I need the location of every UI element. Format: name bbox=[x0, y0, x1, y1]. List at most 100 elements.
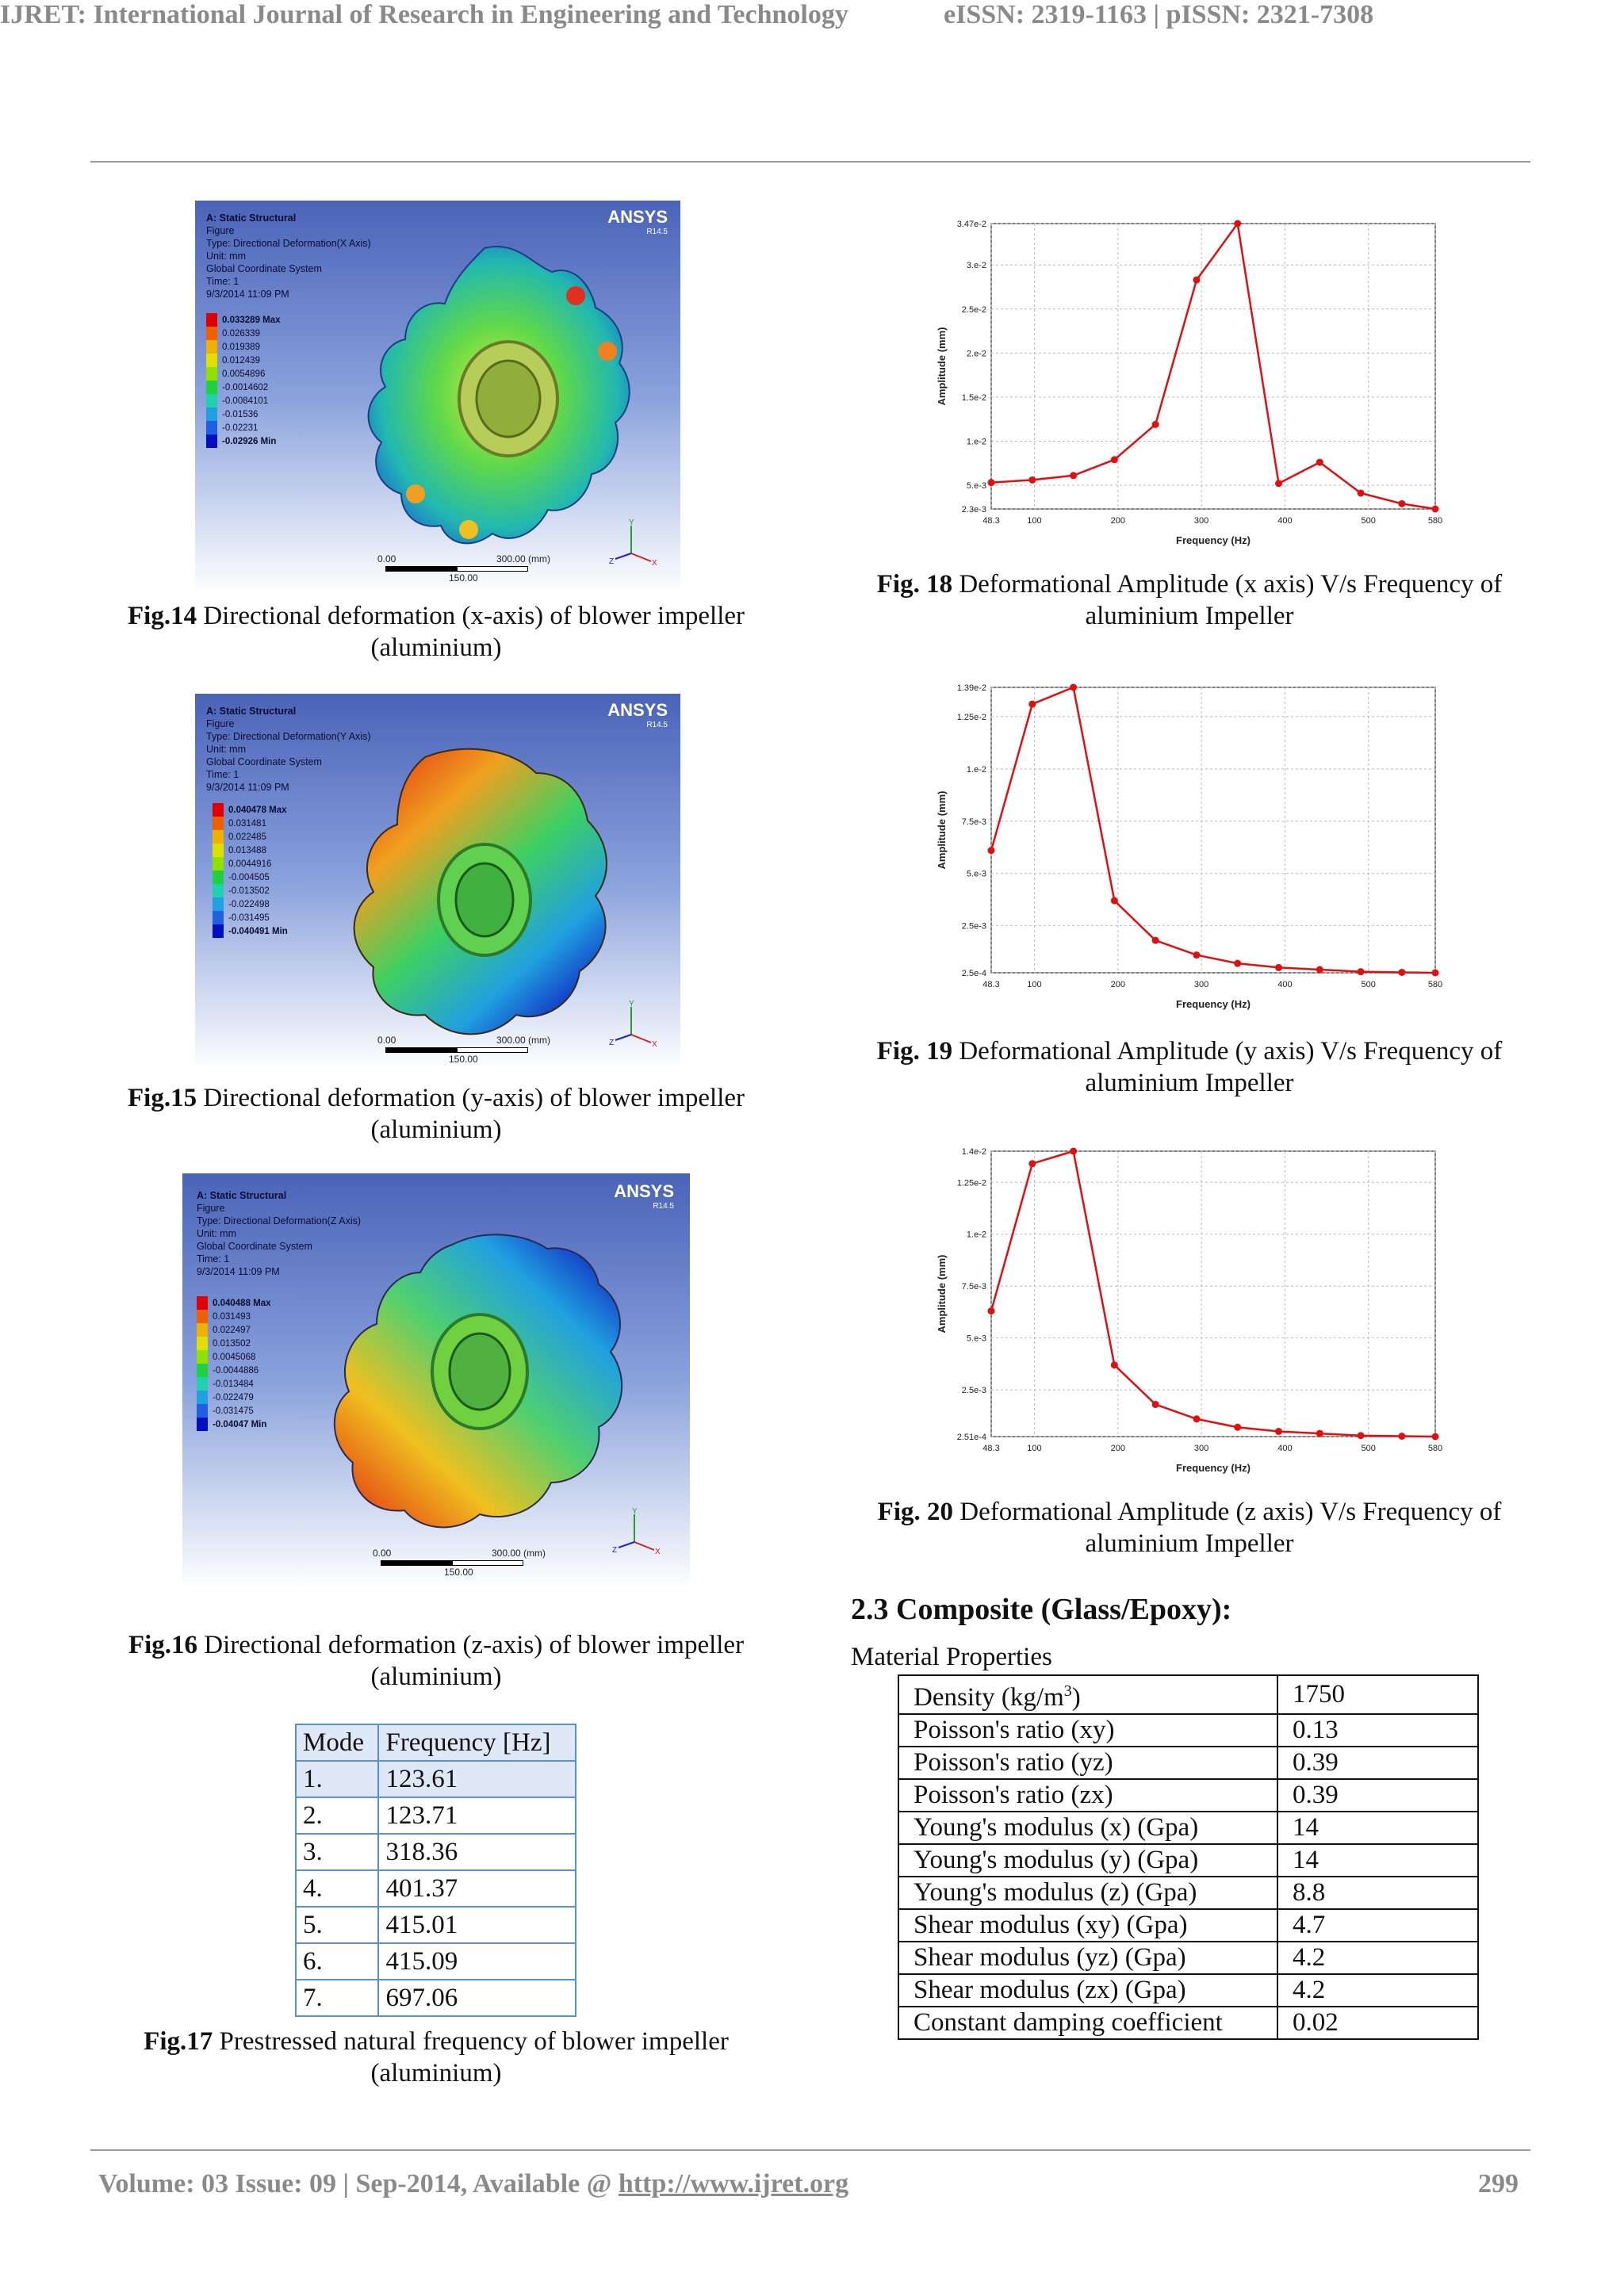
fig16-ansys-panel: A: Static Structural Figure Type: Direct… bbox=[182, 1173, 690, 1590]
fig16-impeller-render bbox=[333, 1234, 623, 1529]
axis-triad-icon: Y X Z bbox=[609, 519, 657, 568]
mode-cell: 5. bbox=[294, 1906, 380, 1944]
header-rule bbox=[90, 161, 1530, 163]
svg-text:Z: Z bbox=[609, 1039, 614, 1047]
y-tick-label: 1.39e-2 bbox=[957, 683, 986, 693]
legend-value: 0.026339 bbox=[222, 328, 260, 339]
y-axis-label: Amplitude (mm) bbox=[936, 1255, 948, 1334]
legend-entry: -0.031475 bbox=[197, 1404, 271, 1418]
legend-swatch bbox=[213, 924, 224, 938]
data-point bbox=[1151, 420, 1159, 428]
ansys-logo: ANSYS R14.5 bbox=[614, 1181, 674, 1211]
frequency-cell: 318.36 bbox=[377, 1833, 576, 1871]
legend-swatch bbox=[206, 381, 217, 394]
ansys-header-text: A: Static Structural Figure Type: Direct… bbox=[197, 1190, 362, 1277]
legend-value: 0.013488 bbox=[228, 845, 266, 855]
frequency-cell: 123.71 bbox=[377, 1797, 576, 1835]
legend-swatch bbox=[206, 394, 217, 408]
x-tick-label: 100 bbox=[1027, 1444, 1041, 1453]
x-tick-label: 48.3 bbox=[982, 980, 999, 989]
x-tick-label: 300 bbox=[1194, 1444, 1208, 1453]
legend-value: -0.040491 Min bbox=[228, 926, 288, 936]
legend-entry: -0.0044886 bbox=[197, 1364, 271, 1377]
fig18-caption: Fig. 18 Deformational Amplitude (x axis)… bbox=[876, 570, 1503, 630]
data-point bbox=[987, 1307, 995, 1315]
svg-text:Z: Z bbox=[609, 557, 614, 566]
y-tick-label: 3.e-2 bbox=[967, 261, 986, 270]
y-tick-label: 1.25e-2 bbox=[957, 713, 986, 722]
data-point bbox=[1357, 1432, 1365, 1440]
property-value: 4.7 bbox=[1277, 1908, 1479, 1942]
legend-entry: 0.040478 Max bbox=[213, 803, 288, 817]
material-properties-table: Density (kg/m3) 1750 Poisson's ratio (xy… bbox=[898, 1674, 1479, 2040]
data-point bbox=[1110, 1361, 1118, 1369]
property-name: Constant damping coefficient bbox=[898, 2006, 1278, 2040]
ansys-logo: ANSYS R14.5 bbox=[607, 207, 668, 236]
legend-swatch bbox=[213, 830, 224, 844]
frequency-cell: 123.61 bbox=[377, 1760, 576, 1798]
table-row: 7. 697.06 bbox=[294, 1979, 576, 2017]
y-tick-label: 2.5e-3 bbox=[962, 1386, 986, 1395]
legend-entry: 0.033289 Max bbox=[206, 313, 281, 327]
series-line bbox=[990, 686, 1436, 974]
fig17-caption: Fig.17 Prestressed natural frequency of … bbox=[144, 2027, 729, 2087]
data-point bbox=[1151, 1400, 1159, 1408]
y-tick-label: 5.e-3 bbox=[967, 870, 986, 879]
data-point bbox=[1431, 505, 1439, 513]
plot-area bbox=[990, 687, 1436, 974]
plot-area bbox=[990, 1150, 1436, 1437]
table-row: Poisson's ratio (yz) 0.39 bbox=[898, 1746, 1479, 1780]
data-point bbox=[1028, 700, 1036, 708]
fig15-ansys-panel: A: Static Structural Figure Type: Direct… bbox=[195, 694, 680, 1070]
data-point bbox=[1028, 476, 1036, 484]
ansys-header-text: A: Static Structural Figure Type: Direct… bbox=[206, 212, 371, 300]
data-point bbox=[1316, 1429, 1323, 1437]
journal-link[interactable]: http://www.ijret.org bbox=[618, 2169, 849, 2198]
legend-entry: 0.022485 bbox=[213, 830, 288, 844]
legend-value: 0.031493 bbox=[213, 1311, 251, 1322]
legend-swatch bbox=[197, 1404, 208, 1418]
y-tick-label: 2.e-2 bbox=[967, 349, 986, 358]
data-point bbox=[1193, 951, 1201, 959]
table-row: Shear modulus (yz) (Gpa) 4.2 bbox=[898, 1941, 1479, 1975]
legend-value: -0.031475 bbox=[213, 1406, 254, 1416]
legend-entry: 0.012439 bbox=[206, 354, 281, 367]
table-row: Density (kg/m3) 1750 bbox=[898, 1674, 1479, 1715]
property-name: Shear modulus (xy) (Gpa) bbox=[898, 1908, 1278, 1942]
table-row: 6. 415.09 bbox=[294, 1942, 576, 1980]
x-tick-label: 100 bbox=[1027, 516, 1041, 526]
legend-swatch bbox=[206, 434, 217, 448]
fig16-caption: Fig.16 Directional deformation (z-axis) … bbox=[128, 1631, 745, 1691]
legend-swatch bbox=[213, 871, 224, 884]
axis-triad-icon: Y X Z bbox=[609, 1000, 657, 1049]
data-point bbox=[1398, 968, 1406, 976]
legend-swatch bbox=[206, 340, 217, 354]
legend-swatch bbox=[206, 408, 217, 421]
legend-value: 0.019389 bbox=[222, 342, 260, 352]
legend-entry: -0.022479 bbox=[197, 1391, 271, 1404]
legend-entry: -0.031495 bbox=[213, 911, 288, 924]
table-row: Young's modulus (z) (Gpa) 8.8 bbox=[898, 1876, 1479, 1910]
legend-entry: 0.0044916 bbox=[213, 857, 288, 871]
y-tick-label: 3.47e-2 bbox=[957, 220, 986, 229]
legend-swatch bbox=[197, 1310, 208, 1323]
fig15-caption: Fig.15 Directional deformation (y-axis) … bbox=[128, 1084, 745, 1144]
frequency-cell: 415.09 bbox=[377, 1942, 576, 1980]
journal-title: IJRET: International Journal of Research… bbox=[0, 0, 848, 29]
property-value: 14 bbox=[1277, 1843, 1479, 1877]
table-row: Shear modulus (xy) (Gpa) 4.7 bbox=[898, 1908, 1479, 1942]
table-row: 3. 318.36 bbox=[294, 1833, 576, 1871]
table-row: 1. 123.61 bbox=[294, 1760, 576, 1798]
legend-entry: 0.0054896 bbox=[206, 367, 281, 381]
y-axis-label: Amplitude (mm) bbox=[936, 791, 948, 870]
page-footer: Volume: 03 Issue: 09 | Sep-2014, Availab… bbox=[98, 2169, 1526, 2199]
data-point bbox=[1070, 683, 1078, 691]
data-point bbox=[1110, 456, 1118, 464]
page-number: 299 bbox=[1478, 2169, 1519, 2198]
data-point bbox=[1431, 969, 1439, 977]
property-name: Young's modulus (y) (Gpa) bbox=[898, 1843, 1278, 1877]
legend-swatch bbox=[213, 884, 224, 897]
svg-text:Z: Z bbox=[612, 1546, 617, 1555]
mode-cell: 1. bbox=[294, 1760, 380, 1798]
data-point bbox=[1275, 963, 1283, 971]
